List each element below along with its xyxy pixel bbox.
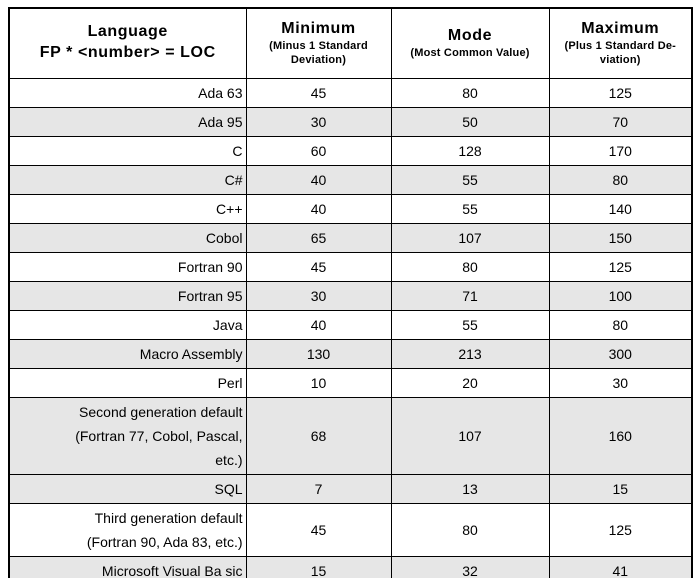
table-row: Microsoft Visual Ba sic 15 32 41 — [8, 555, 693, 578]
minimum-cell: 30 — [245, 280, 392, 311]
language-cell: Cobol — [8, 222, 247, 253]
mode-cell: 20 — [390, 367, 550, 398]
table-row: Ada 95 30 50 70 — [8, 106, 693, 137]
minimum-cell: 68 — [245, 396, 392, 475]
mode-cell: 80 — [390, 77, 550, 108]
mode-cell: 55 — [390, 309, 550, 340]
maximum-cell: 70 — [548, 106, 693, 137]
language-cell: Ada 95 — [8, 106, 247, 137]
language-cell: Third generation default (Fortran 90, Ad… — [8, 502, 247, 557]
maximum-cell: 125 — [548, 77, 693, 108]
table-row: C 60 128 170 — [8, 135, 693, 166]
table-row: Fortran 95 30 71 100 — [8, 280, 693, 311]
table-row: Macro Assembly 130 213 300 — [8, 338, 693, 369]
language-cell: Ada 63 — [8, 77, 247, 108]
language-cell: Java — [8, 309, 247, 340]
table-row: Fortran 90 45 80 125 — [8, 251, 693, 282]
mode-cell: 71 — [390, 280, 550, 311]
minimum-cell: 45 — [245, 502, 392, 557]
column-header-minimum: Minimum (Minus 1 Standard Deviation) — [245, 7, 392, 79]
table-row: Cobol 65 107 150 — [8, 222, 693, 253]
table-row: Perl 10 20 30 — [8, 367, 693, 398]
language-cell: Macro Assembly — [8, 338, 247, 369]
mode-cell: 213 — [390, 338, 550, 369]
language-cell: Fortran 90 — [8, 251, 247, 282]
column-subtitle: FP * <number> = LOC — [39, 44, 216, 62]
language-cell: Microsoft Visual Ba sic — [8, 555, 247, 578]
maximum-cell: 100 — [548, 280, 693, 311]
maximum-cell: 125 — [548, 251, 693, 282]
table-row: Third generation default (Fortran 90, Ad… — [8, 502, 693, 557]
column-subtitle: (Most Common Value) — [410, 47, 530, 60]
mode-cell: 55 — [390, 164, 550, 195]
minimum-cell: 10 — [245, 367, 392, 398]
minimum-cell: 7 — [245, 473, 392, 504]
minimum-cell: 60 — [245, 135, 392, 166]
column-subtitle: (Plus 1 Standard De- viation) — [564, 39, 677, 67]
language-cell: C# — [8, 164, 247, 195]
mode-cell: 128 — [390, 135, 550, 166]
column-title: Maximum — [581, 19, 660, 37]
maximum-cell: 140 — [548, 193, 693, 224]
column-title: Mode — [447, 27, 493, 45]
column-subtitle: (Minus 1 Standard Deviation) — [269, 39, 368, 67]
mode-cell: 13 — [390, 473, 550, 504]
maximum-cell: 300 — [548, 338, 693, 369]
header-row: Language FP * <number> = LOC Minimum (Minus… — [8, 7, 693, 79]
mode-cell: 107 — [390, 396, 550, 475]
minimum-cell: 130 — [245, 338, 392, 369]
column-header-mode: Mode (Most Common Value) — [390, 7, 550, 79]
minimum-cell: 40 — [245, 164, 392, 195]
maximum-cell: 125 — [548, 502, 693, 557]
minimum-cell: 45 — [245, 77, 392, 108]
table-row: Java 40 55 80 — [8, 309, 693, 340]
maximum-cell: 30 — [548, 367, 693, 398]
maximum-cell: 80 — [548, 309, 693, 340]
mode-cell: 50 — [390, 106, 550, 137]
column-header-maximum: Maximum (Plus 1 Standard De- viation) — [548, 7, 693, 79]
maximum-cell: 170 — [548, 135, 693, 166]
fp-to-loc-table: Language FP * <number> = LOC Minimum (Minus… — [8, 7, 693, 578]
maximum-cell: 150 — [548, 222, 693, 253]
language-cell: Second generation default (Fortran 77, C… — [8, 396, 247, 475]
table-row: Ada 63 45 80 125 — [8, 77, 693, 108]
minimum-cell: 40 — [245, 309, 392, 340]
mode-cell: 55 — [390, 193, 550, 224]
language-cell: C++ — [8, 193, 247, 224]
minimum-cell: 30 — [245, 106, 392, 137]
table-row: SQL 7 13 15 — [8, 473, 693, 504]
language-cell: Fortran 95 — [8, 280, 247, 311]
minimum-cell: 65 — [245, 222, 392, 253]
language-cell: SQL — [8, 473, 247, 504]
table-body: Ada 63 45 80 125 Ada 95 30 50 70 C 60 128 170 C# 40 55… — [8, 77, 693, 578]
maximum-cell: 15 — [548, 473, 693, 504]
minimum-cell: 45 — [245, 251, 392, 282]
column-header-language: Language FP * <number> = LOC — [8, 7, 247, 79]
mode-cell: 107 — [390, 222, 550, 253]
table-row: C++ 40 55 140 — [8, 193, 693, 224]
language-cell: Perl — [8, 367, 247, 398]
maximum-cell: 41 — [548, 555, 693, 578]
table-row: Second generation default (Fortran 77, C… — [8, 396, 693, 475]
maximum-cell: 80 — [548, 164, 693, 195]
mode-cell: 80 — [390, 502, 550, 557]
table-row: C# 40 55 80 — [8, 164, 693, 195]
mode-cell: 80 — [390, 251, 550, 282]
language-cell: C — [8, 135, 247, 166]
minimum-cell: 40 — [245, 193, 392, 224]
maximum-cell: 160 — [548, 396, 693, 475]
minimum-cell: 15 — [245, 555, 392, 578]
column-title: Minimum — [281, 19, 356, 37]
mode-cell: 32 — [390, 555, 550, 578]
column-title: Language — [87, 23, 168, 41]
table-header: Language FP * <number> = LOC Minimum (Minus… — [8, 7, 693, 79]
